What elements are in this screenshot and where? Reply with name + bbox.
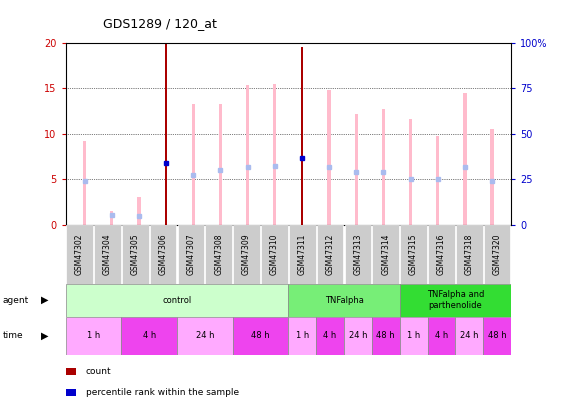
Text: 24 h: 24 h <box>196 331 214 341</box>
Text: 4 h: 4 h <box>143 331 156 341</box>
Text: TNFalpha and
parthenolide: TNFalpha and parthenolide <box>427 290 484 310</box>
Text: GSM47307: GSM47307 <box>186 233 195 275</box>
Bar <box>150 225 176 283</box>
Text: GSM47312: GSM47312 <box>325 233 335 275</box>
Bar <box>316 317 344 355</box>
Bar <box>177 317 233 355</box>
Bar <box>66 317 122 355</box>
Bar <box>436 136 439 225</box>
Bar <box>192 104 195 225</box>
Text: GSM47318: GSM47318 <box>465 233 474 275</box>
Bar <box>428 317 456 355</box>
Bar <box>219 104 222 225</box>
Bar <box>138 198 140 225</box>
Bar <box>344 225 371 283</box>
Text: GSM47315: GSM47315 <box>409 233 418 275</box>
Bar <box>456 225 482 283</box>
Bar <box>246 85 250 225</box>
Text: GDS1289 / 120_at: GDS1289 / 120_at <box>103 17 216 30</box>
Bar <box>289 225 316 283</box>
Text: 1 h: 1 h <box>407 331 420 341</box>
Text: GSM47302: GSM47302 <box>75 233 84 275</box>
Text: percentile rank within the sample: percentile rank within the sample <box>86 388 239 397</box>
Text: ▶: ▶ <box>41 331 49 341</box>
Bar <box>400 284 511 317</box>
Bar <box>122 317 177 355</box>
Text: 48 h: 48 h <box>251 331 270 341</box>
Bar <box>463 93 467 225</box>
Bar <box>165 43 167 225</box>
Text: 4 h: 4 h <box>435 331 448 341</box>
Text: GSM47311: GSM47311 <box>297 233 307 275</box>
Bar <box>273 83 276 225</box>
Bar <box>484 225 510 283</box>
Text: control: control <box>162 296 192 305</box>
Bar <box>301 47 303 225</box>
Bar <box>94 225 121 283</box>
Bar <box>206 225 232 283</box>
Bar <box>456 317 483 355</box>
Bar <box>355 113 358 225</box>
Bar <box>83 141 86 225</box>
Bar <box>288 284 400 317</box>
Bar <box>66 225 93 283</box>
Bar <box>483 317 511 355</box>
Text: 1 h: 1 h <box>296 331 309 341</box>
Bar <box>409 119 412 225</box>
Text: GSM47304: GSM47304 <box>103 233 112 275</box>
Bar <box>372 225 399 283</box>
Text: 4 h: 4 h <box>324 331 337 341</box>
Bar <box>490 129 494 225</box>
Text: GSM47309: GSM47309 <box>242 233 251 275</box>
Text: ▶: ▶ <box>41 295 49 305</box>
Text: 48 h: 48 h <box>488 331 506 341</box>
Bar <box>428 225 455 283</box>
Bar <box>110 211 114 225</box>
Text: GSM47316: GSM47316 <box>437 233 446 275</box>
Text: 24 h: 24 h <box>460 331 478 341</box>
Bar <box>178 225 204 283</box>
Text: GSM47306: GSM47306 <box>159 233 168 275</box>
Bar <box>400 225 427 283</box>
Text: GSM47305: GSM47305 <box>131 233 140 275</box>
Bar <box>400 317 428 355</box>
Bar <box>66 284 288 317</box>
Text: 24 h: 24 h <box>349 331 367 341</box>
Bar <box>382 109 385 225</box>
Bar <box>233 317 288 355</box>
Bar <box>288 317 316 355</box>
Text: agent: agent <box>3 296 29 305</box>
Bar <box>327 90 331 225</box>
Text: 1 h: 1 h <box>87 331 100 341</box>
Bar <box>233 225 260 283</box>
Text: GSM47308: GSM47308 <box>214 233 223 275</box>
Bar <box>122 225 148 283</box>
Text: GSM47314: GSM47314 <box>381 233 391 275</box>
Bar <box>261 225 288 283</box>
Text: GSM47310: GSM47310 <box>270 233 279 275</box>
Bar <box>317 225 344 283</box>
Text: GSM47313: GSM47313 <box>353 233 363 275</box>
Text: TNFalpha: TNFalpha <box>324 296 364 305</box>
Bar <box>372 317 400 355</box>
Text: count: count <box>86 367 111 376</box>
Text: time: time <box>3 331 23 341</box>
Bar <box>344 317 372 355</box>
Text: GSM47320: GSM47320 <box>493 233 502 275</box>
Text: 48 h: 48 h <box>376 331 395 341</box>
